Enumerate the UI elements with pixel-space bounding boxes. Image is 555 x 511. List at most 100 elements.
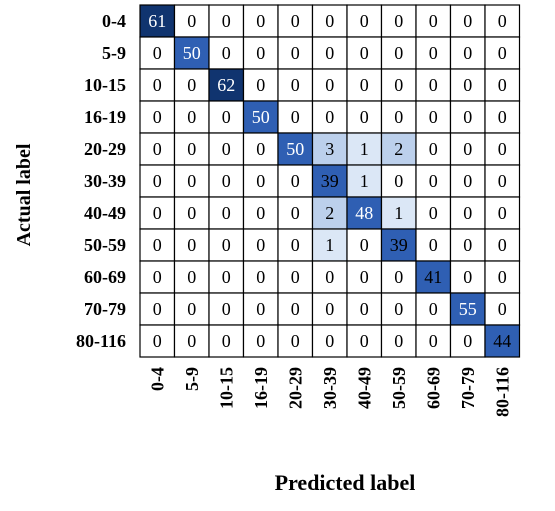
matrix-cell — [139, 228, 176, 262]
y-axis-tick-labels: 0-4 5-9 10-15 16-19 20-29 30-39 40-49 50-59 60-6… — [76, 11, 126, 351]
cell-value-label: 50 — [252, 107, 270, 127]
y-tick-label: 60-69 — [84, 267, 126, 287]
cell-value-label: 0 — [187, 107, 196, 127]
y-axis-title: Actual label — [13, 143, 35, 246]
cell-value-label: 0 — [360, 267, 369, 287]
cell-value-label: 0 — [222, 171, 231, 191]
cell-value-label: 0 — [360, 107, 369, 127]
cell-value-label: 0 — [256, 331, 265, 351]
x-tick-label: 16-19 — [251, 367, 271, 409]
cell-value-label: 0 — [256, 75, 265, 95]
x-tick-label: 60-69 — [423, 367, 443, 409]
y-tick-label: 16-19 — [84, 107, 126, 127]
cell-value-label: 0 — [153, 171, 162, 191]
cell-value-label: 0 — [498, 11, 507, 31]
matrix-cell — [173, 132, 210, 166]
cell-value-label: 1 — [394, 203, 403, 223]
cell-value-label: 0 — [153, 299, 162, 319]
cell-value-label: 0 — [291, 171, 300, 191]
cell-value-label: 0 — [187, 11, 196, 31]
matrix-cell — [208, 196, 245, 230]
y-tick-label: 20-29 — [84, 139, 126, 159]
matrix-cell — [139, 260, 176, 294]
cell-value-label: 0 — [222, 267, 231, 287]
cell-value-label: 0 — [498, 107, 507, 127]
cell-value-label: 0 — [187, 267, 196, 287]
matrix-cell — [380, 324, 417, 358]
matrix-cell — [415, 164, 452, 198]
matrix-cells: 61 0 0 0 0 0 0 0 0 0 0 0 50 0 0 0 0 0 0 0 0 0 0 0 62 0 0 0 0 0 0 0 0 0 0 0 5… — [139, 4, 521, 358]
cell-value-label: 0 — [187, 139, 196, 159]
matrix-cell — [277, 68, 314, 102]
matrix-cell — [449, 4, 486, 38]
matrix-cell — [139, 68, 176, 102]
y-tick-label: 40-49 — [84, 203, 126, 223]
cell-value-label: 0 — [187, 171, 196, 191]
cell-value-label: 0 — [222, 331, 231, 351]
cell-value-label: 0 — [222, 235, 231, 255]
cell-value-label: 0 — [325, 331, 334, 351]
cell-value-label: 0 — [153, 203, 162, 223]
y-tick-label: 50-59 — [84, 235, 126, 255]
matrix-cell — [484, 292, 521, 326]
cell-value-label: 0 — [463, 331, 472, 351]
matrix-cell — [484, 132, 521, 166]
matrix-cell — [139, 324, 176, 358]
matrix-cell — [449, 132, 486, 166]
cell-value-label: 0 — [429, 43, 438, 63]
matrix-cell — [449, 260, 486, 294]
cell-value-label: 3 — [325, 139, 334, 159]
cell-value-label: 0 — [429, 235, 438, 255]
matrix-cell — [346, 260, 383, 294]
cell-value-label: 0 — [463, 171, 472, 191]
cell-value-label: 0 — [429, 331, 438, 351]
cell-value-label: 0 — [429, 75, 438, 95]
cell-value-label: 0 — [222, 299, 231, 319]
cell-value-label: 0 — [498, 43, 507, 63]
cell-value-label: 0 — [153, 235, 162, 255]
cell-value-label: 0 — [153, 267, 162, 287]
matrix-cell — [415, 260, 452, 294]
matrix-cell — [484, 260, 521, 294]
cell-value-label: 0 — [256, 139, 265, 159]
cell-value-label: 0 — [291, 107, 300, 127]
cell-value-label: 0 — [256, 171, 265, 191]
cell-value-label: 1 — [360, 171, 369, 191]
x-tick-label: 20-29 — [285, 367, 305, 409]
matrix-cell — [173, 228, 210, 262]
cell-value-label: 0 — [463, 107, 472, 127]
cell-value-label: 1 — [325, 235, 334, 255]
matrix-cell — [449, 228, 486, 262]
cell-value-label: 0 — [394, 11, 403, 31]
cell-value-label: 41 — [424, 267, 442, 287]
matrix-cell — [173, 324, 210, 358]
cell-value-label: 0 — [222, 43, 231, 63]
matrix-cell — [449, 36, 486, 70]
matrix-cell — [484, 4, 521, 38]
matrix-cell — [277, 36, 314, 70]
cell-value-label: 0 — [360, 75, 369, 95]
cell-value-label: 0 — [153, 139, 162, 159]
matrix-cell — [311, 4, 348, 38]
cell-value-label: 0 — [222, 139, 231, 159]
matrix-cell — [311, 196, 348, 230]
matrix-cell — [242, 228, 279, 262]
cell-value-label: 0 — [429, 139, 438, 159]
x-tick-label: 30-39 — [320, 367, 340, 409]
cell-value-label: 0 — [498, 267, 507, 287]
cell-value-label: 39 — [390, 235, 408, 255]
cell-value-label: 0 — [394, 171, 403, 191]
cell-value-label: 0 — [291, 11, 300, 31]
cell-value-label: 50 — [286, 139, 304, 159]
matrix-cell — [346, 196, 383, 230]
matrix-cell — [484, 36, 521, 70]
cell-value-label: 0 — [291, 75, 300, 95]
cell-value-label: 48 — [355, 203, 373, 223]
matrix-cell — [449, 324, 486, 358]
cell-value-label: 0 — [325, 107, 334, 127]
cell-value-label: 2 — [394, 139, 403, 159]
y-tick-label: 70-79 — [84, 299, 126, 319]
cell-value-label: 0 — [429, 11, 438, 31]
cell-value-label: 0 — [394, 43, 403, 63]
y-tick-label: 0-4 — [102, 11, 126, 31]
